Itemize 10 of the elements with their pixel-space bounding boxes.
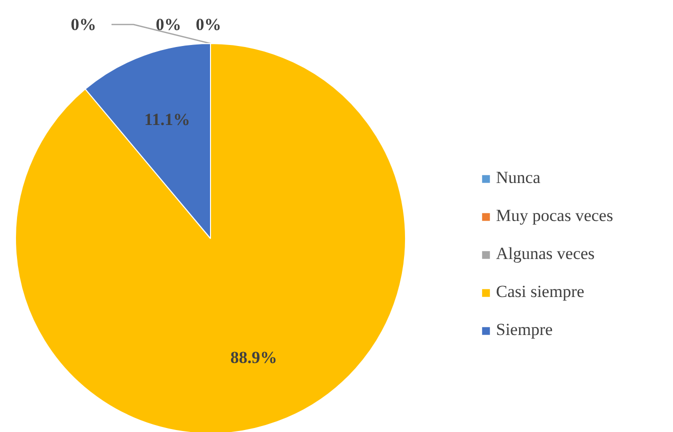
legend-label: Muy pocas veces — [496, 206, 614, 226]
text: 0% — [196, 15, 222, 34]
text: 0% — [70, 15, 96, 34]
data-label: 11.1% — [144, 110, 190, 129]
legend-label: Siempre — [496, 320, 553, 340]
legend-label: Algunas veces — [496, 244, 595, 264]
legend-label: Casi siempre — [496, 282, 584, 302]
text: 0% — [156, 15, 182, 34]
legend-label: Nunca — [496, 168, 540, 188]
data-label: 88.9% — [230, 348, 278, 368]
